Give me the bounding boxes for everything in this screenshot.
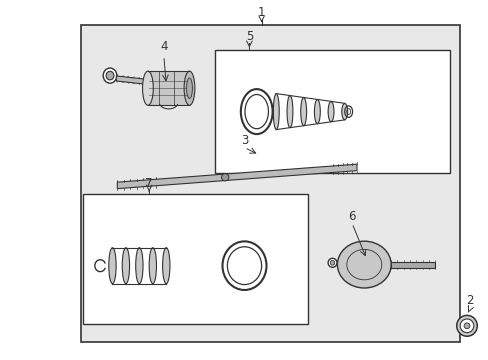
Ellipse shape xyxy=(183,71,194,105)
Text: 2: 2 xyxy=(465,294,472,307)
Text: 6: 6 xyxy=(347,210,355,222)
Ellipse shape xyxy=(273,94,279,130)
Ellipse shape xyxy=(327,258,336,267)
Polygon shape xyxy=(390,261,434,268)
Text: 4: 4 xyxy=(160,40,167,53)
Bar xyxy=(83,194,307,324)
Ellipse shape xyxy=(337,241,390,288)
Polygon shape xyxy=(117,164,356,189)
Bar xyxy=(81,25,459,342)
Ellipse shape xyxy=(327,102,333,122)
Ellipse shape xyxy=(122,248,129,284)
Ellipse shape xyxy=(341,104,347,120)
Ellipse shape xyxy=(300,98,306,126)
Ellipse shape xyxy=(186,78,192,99)
Ellipse shape xyxy=(103,68,117,83)
Ellipse shape xyxy=(136,248,143,284)
Ellipse shape xyxy=(149,248,156,284)
Ellipse shape xyxy=(221,174,228,181)
Bar xyxy=(147,71,189,105)
Text: 1: 1 xyxy=(257,6,265,19)
Ellipse shape xyxy=(108,248,116,284)
Polygon shape xyxy=(116,76,149,85)
Ellipse shape xyxy=(314,100,320,124)
Text: 5: 5 xyxy=(245,30,253,42)
Ellipse shape xyxy=(456,315,476,336)
Text: 3: 3 xyxy=(240,134,248,147)
Text: 7: 7 xyxy=(145,177,153,190)
Ellipse shape xyxy=(142,71,153,105)
Ellipse shape xyxy=(463,323,469,329)
Ellipse shape xyxy=(286,96,292,128)
Ellipse shape xyxy=(162,248,170,284)
Bar xyxy=(215,50,449,173)
Ellipse shape xyxy=(330,261,334,265)
Ellipse shape xyxy=(106,71,114,80)
Ellipse shape xyxy=(459,319,473,333)
